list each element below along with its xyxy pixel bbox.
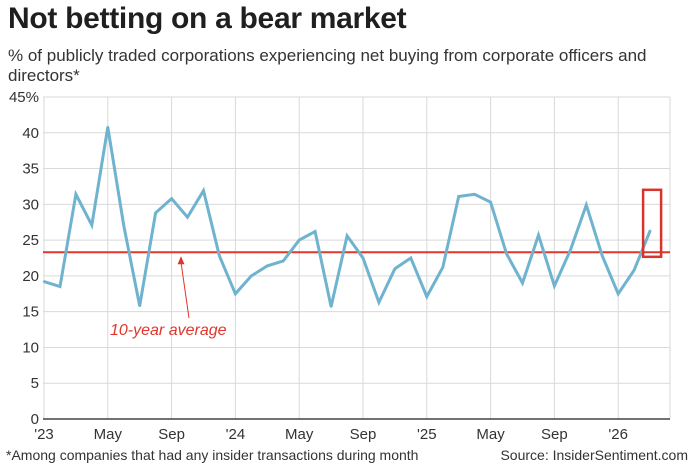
data-point: [250, 274, 253, 278]
data-point: [106, 125, 110, 129]
chart-subtitle: % of publicly traded corporations experi…: [8, 46, 647, 85]
data-point: [74, 193, 78, 196]
data-points: [42, 125, 652, 308]
data-point: [473, 193, 476, 196]
data-point: [90, 223, 94, 227]
x-tick-label: Sep: [350, 426, 377, 443]
y-tick-label: 35: [22, 161, 39, 178]
data-point: [553, 284, 556, 288]
annotation-arrowhead: [177, 256, 185, 265]
data-point: [42, 280, 46, 283]
y-tick-label: 20: [22, 268, 39, 285]
data-point: [329, 305, 333, 308]
y-tick-label: 45%: [9, 89, 39, 106]
data-point: [569, 248, 572, 252]
x-tick-label: '25: [417, 426, 437, 443]
data-point: [393, 267, 397, 270]
data-point: [138, 304, 141, 308]
last-point-highlight-box: [641, 188, 663, 259]
x-tick-label: '23: [34, 426, 54, 443]
data-point: [585, 203, 588, 207]
data-point: [505, 252, 508, 255]
data-point: [345, 234, 349, 238]
average-label: 10-year average: [110, 322, 227, 339]
data-point: [154, 211, 157, 215]
data-point: [601, 254, 604, 258]
data-point: [170, 197, 173, 200]
data-point: [441, 266, 444, 269]
y-tick-label: 30: [22, 196, 39, 213]
data-point: [617, 292, 620, 295]
data-point: [58, 285, 62, 288]
source-credit: Source: InsiderSentiment.com: [500, 447, 688, 463]
data-point: [361, 256, 365, 260]
data-point: [218, 254, 221, 258]
footnote: *Among companies that had any insider tr…: [6, 447, 419, 463]
data-point: [489, 200, 492, 204]
data-point: [266, 264, 269, 268]
data-point: [409, 256, 413, 260]
data-point: [282, 259, 285, 263]
data-point: [648, 229, 652, 233]
y-axis-ticks: 0 5 10 15 20 25 30 35 40 45%: [9, 89, 39, 428]
data-point: [313, 230, 317, 233]
gridlines: [43, 96, 671, 419]
x-tick-label: May: [476, 426, 505, 443]
y-tick-label: 25: [22, 232, 39, 249]
data-point: [377, 301, 381, 304]
data-point: [632, 268, 636, 272]
y-tick-label: 15: [22, 304, 39, 321]
data-point: [298, 238, 301, 242]
annotation-arrow: [180, 262, 190, 319]
x-tick-label: '26: [608, 426, 628, 443]
x-tick-label: '24: [226, 426, 246, 443]
data-point: [122, 224, 125, 227]
series-line: [43, 126, 652, 308]
data-point: [186, 216, 189, 219]
x-tick-label: Sep: [158, 426, 185, 443]
data-point: [457, 195, 460, 198]
y-tick-label: 40: [22, 125, 39, 142]
data-point: [234, 292, 237, 295]
x-tick-label: May: [285, 426, 314, 443]
data-point: [521, 281, 524, 285]
x-tick-label: May: [94, 426, 123, 443]
x-tick-label: Sep: [541, 426, 568, 443]
y-tick-label: 0: [31, 411, 39, 428]
data-point: [425, 295, 428, 298]
data-point: [537, 233, 540, 237]
y-tick-label: 10: [22, 339, 39, 356]
data-point: [202, 189, 205, 192]
y-tick-label: 5: [31, 375, 39, 392]
chart-title: Not betting on a bear market: [8, 2, 407, 35]
x-axis-ticks: '23 May Sep '24 May Sep '25 May Sep '26: [34, 426, 628, 443]
